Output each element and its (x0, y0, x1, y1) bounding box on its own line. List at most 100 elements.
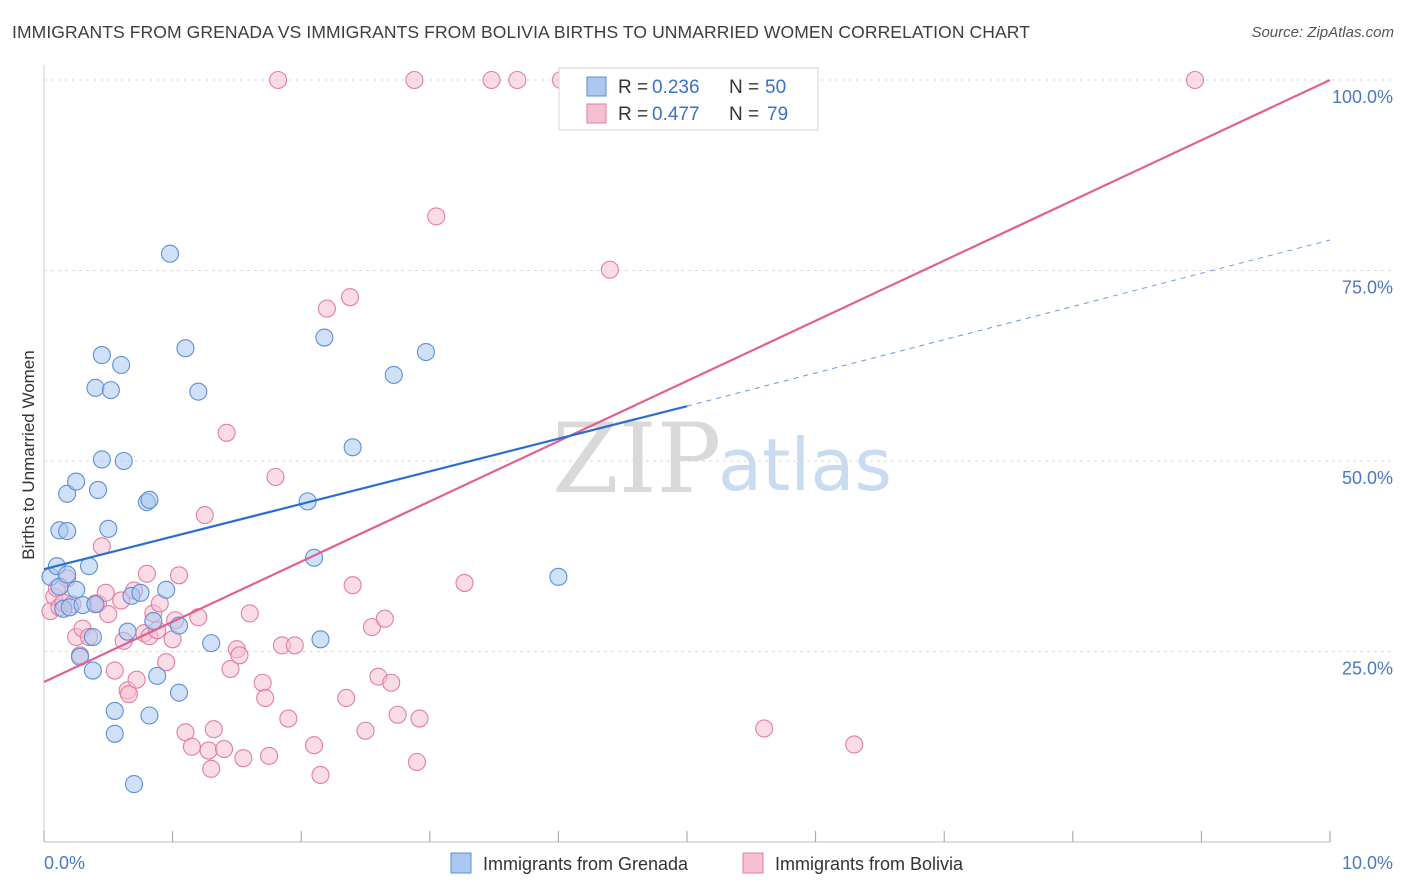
grenada-point (189, 382, 208, 401)
y-tick-label-0: 25.0% (1342, 659, 1393, 679)
grenada-point (83, 627, 102, 647)
y-tick-label-1: 50.0% (1342, 468, 1393, 488)
bolivia-point (240, 604, 259, 623)
legend-n-value-1: 50 (765, 77, 786, 98)
grenada-trend-extension (686, 239, 1331, 407)
bolivia-point (845, 735, 864, 754)
bolivia-point (337, 688, 356, 708)
legend-n-value-2: 79 (767, 104, 788, 125)
bolivia-point (600, 260, 619, 279)
grenada-point (101, 381, 120, 400)
trend-lines (43, 79, 1331, 683)
bolivia-point (279, 709, 298, 728)
grenada-point (112, 355, 131, 375)
bolivia-point (189, 608, 208, 627)
grenada-point (131, 583, 150, 602)
grenada-point (160, 244, 180, 263)
bolivia-point (253, 673, 272, 692)
grenada-point (157, 580, 176, 599)
bolivia-point (256, 688, 275, 708)
bolivia-point (305, 736, 324, 755)
grenada-point (83, 661, 102, 680)
x-tick-label-min: 0.0% (44, 853, 85, 873)
bolivia-point (317, 299, 336, 318)
axes (43, 65, 1331, 843)
bolivia-point (356, 721, 375, 740)
grenada-point (58, 484, 77, 503)
bolivia-point (375, 609, 394, 628)
bolivia-point (127, 670, 146, 689)
grenada-point (311, 630, 330, 649)
grenada-point (92, 346, 111, 365)
grenada-point (88, 480, 108, 500)
legend-swatch-grenada (586, 76, 607, 97)
bottom-legend-swatch-bolivia (742, 852, 764, 874)
grenada-point (140, 490, 159, 509)
grenada-point (140, 706, 159, 725)
grenada-point (416, 342, 435, 362)
bottom-legend-label-grenada: Immigrants from Grenada (483, 854, 689, 874)
grenada-point (58, 565, 77, 584)
watermark-zip: ZIP (552, 403, 721, 515)
grenada-point (343, 438, 362, 457)
bolivia-point (157, 653, 176, 672)
bottom-legend-swatch-grenada (450, 852, 472, 874)
watermark-atlas: atlas (718, 423, 892, 507)
bolivia-point (119, 685, 138, 704)
grenada-point (92, 450, 111, 469)
source-label: Source: ZipAtlas.com (1251, 24, 1394, 41)
bolivia-point (217, 423, 236, 442)
legend-n-label-1: N = (729, 77, 759, 98)
bolivia-point (221, 659, 240, 679)
bolivia-point (99, 605, 118, 624)
grenada-point (549, 567, 568, 586)
grenada-point (99, 519, 118, 538)
bolivia-point (234, 749, 253, 768)
grenada-point (58, 522, 77, 541)
bolivia-point (388, 705, 407, 724)
legend-r-value-2: 0.477 (652, 104, 700, 125)
legend-r-label-1: R = (618, 77, 648, 98)
grenada-point (86, 378, 105, 397)
watermark: ZIP atlas (552, 403, 892, 515)
grenada-point (105, 724, 124, 743)
grenada-points (41, 244, 568, 794)
grenada-point (114, 451, 133, 471)
grenada-point (118, 622, 137, 641)
bolivia-point (1185, 70, 1205, 90)
bolivia-point (382, 673, 401, 692)
bolivia-point (455, 573, 474, 592)
stats-legend: R = 0.236 N = 50 R = 0.477 N = 79 (558, 67, 819, 131)
bolivia-point (169, 566, 189, 585)
bolivia-point (96, 583, 115, 602)
grenada-point (124, 775, 144, 794)
grenada-point (86, 595, 105, 614)
y-tick-label-3: 100.0% (1332, 87, 1393, 107)
bolivia-point (285, 636, 304, 655)
bolivia-trend-line (43, 79, 1331, 683)
legend-r-value-1: 0.236 (652, 77, 700, 98)
chart-title: IMMIGRANTS FROM GRENADA VS IMMIGRANTS FR… (12, 22, 1031, 42)
grenada-point (67, 580, 86, 599)
y-tick-labels: 25.0% 50.0% 75.0% 100.0% (1332, 87, 1393, 679)
bolivia-point (407, 752, 426, 772)
grenada-point (169, 683, 189, 702)
bolivia-point (105, 661, 124, 680)
grenada-point (67, 472, 86, 491)
bolivia-point (482, 70, 501, 90)
grenada-point (144, 611, 163, 631)
grenada-point (202, 634, 221, 653)
bolivia-point (230, 646, 249, 665)
bolivia-point (405, 70, 424, 90)
bottom-legend-label-bolivia: Immigrants from Bolivia (775, 854, 964, 874)
bolivia-point (341, 288, 360, 307)
bolivia-point (427, 207, 446, 226)
bolivia-point (195, 506, 214, 525)
legend-n-label-2: N = (729, 104, 759, 125)
bolivia-point (214, 739, 234, 759)
bolivia-point (269, 70, 288, 90)
y-axis-label: Births to Unmarried Women (19, 350, 38, 559)
grenada-point (148, 666, 167, 685)
bolivia-point (182, 737, 201, 756)
